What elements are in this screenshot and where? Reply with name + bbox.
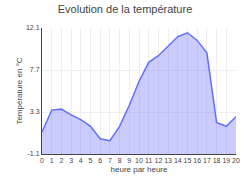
svg-text:7.7: 7.7: [30, 66, 40, 73]
svg-text:14: 14: [174, 157, 182, 164]
svg-text:1: 1: [50, 157, 54, 164]
svg-text:4: 4: [79, 157, 83, 164]
svg-text:17: 17: [203, 157, 211, 164]
svg-text:heure par heure: heure par heure: [111, 165, 168, 174]
svg-text:3: 3: [69, 157, 73, 164]
svg-text:6: 6: [98, 157, 102, 164]
svg-text:7: 7: [108, 157, 112, 164]
svg-text:16: 16: [193, 157, 201, 164]
svg-text:Température en °C: Température en °C: [15, 57, 24, 124]
svg-text:19: 19: [222, 157, 230, 164]
svg-text:18: 18: [213, 157, 221, 164]
svg-text:11: 11: [145, 157, 152, 164]
svg-text:20: 20: [232, 157, 240, 164]
svg-text:10: 10: [135, 157, 143, 164]
svg-text:9: 9: [127, 157, 131, 164]
svg-text:8: 8: [118, 157, 122, 164]
svg-text:Evolution de la température: Evolution de la température: [58, 3, 193, 15]
svg-text:2: 2: [59, 157, 63, 164]
svg-text:15: 15: [184, 157, 192, 164]
svg-text:12.1: 12.1: [26, 24, 40, 31]
svg-text:12: 12: [155, 157, 163, 164]
svg-text:13: 13: [164, 157, 172, 164]
svg-text:5: 5: [89, 157, 93, 164]
svg-text:-1.1: -1.1: [28, 150, 40, 157]
svg-text:0: 0: [40, 157, 44, 164]
svg-text:3.3: 3.3: [30, 108, 40, 115]
